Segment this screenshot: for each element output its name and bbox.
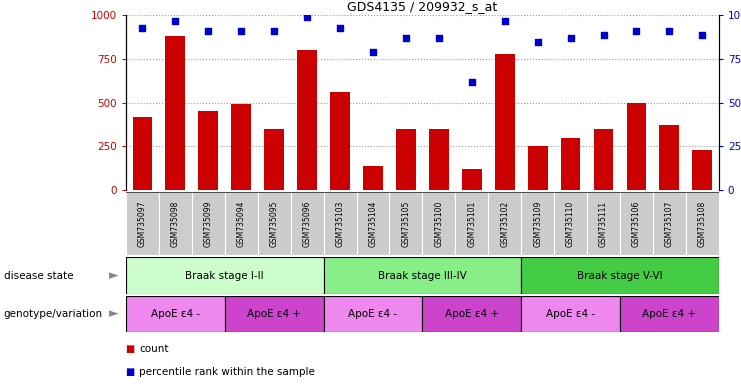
Bar xyxy=(126,296,225,332)
Text: GSM735096: GSM735096 xyxy=(302,200,312,247)
Text: GSM735098: GSM735098 xyxy=(171,200,180,247)
Text: GSM735100: GSM735100 xyxy=(434,200,443,247)
Text: GSM735097: GSM735097 xyxy=(138,200,147,247)
Text: ApoE ε4 -: ApoE ε4 - xyxy=(546,309,595,319)
Bar xyxy=(587,192,620,255)
Bar xyxy=(620,296,719,332)
Bar xyxy=(225,296,324,332)
Bar xyxy=(692,150,712,190)
Bar xyxy=(231,104,251,190)
Point xyxy=(202,28,214,34)
Text: GSM735104: GSM735104 xyxy=(368,200,377,247)
Bar xyxy=(495,54,514,190)
Bar xyxy=(521,296,620,332)
Bar xyxy=(324,192,356,255)
Bar xyxy=(324,257,521,294)
Text: ►: ► xyxy=(109,269,119,282)
Bar xyxy=(594,129,614,190)
Bar xyxy=(528,146,548,190)
Bar xyxy=(133,117,153,190)
Bar xyxy=(356,192,390,255)
Bar xyxy=(297,50,317,190)
Text: GSM735105: GSM735105 xyxy=(402,200,411,247)
Text: ►: ► xyxy=(109,308,119,320)
Bar xyxy=(521,257,719,294)
Bar xyxy=(429,129,449,190)
Bar xyxy=(165,36,185,190)
Text: ApoE ε4 -: ApoE ε4 - xyxy=(151,309,200,319)
Bar xyxy=(554,192,587,255)
Bar xyxy=(488,192,521,255)
Bar xyxy=(653,192,686,255)
Point xyxy=(433,35,445,41)
Point xyxy=(400,35,412,41)
Bar xyxy=(324,296,422,332)
Bar xyxy=(686,192,719,255)
Bar xyxy=(265,129,284,190)
Text: GSM735108: GSM735108 xyxy=(698,200,707,247)
Bar xyxy=(363,166,383,190)
Text: Braak stage V-VI: Braak stage V-VI xyxy=(577,270,662,281)
Point xyxy=(367,49,379,55)
Bar xyxy=(159,192,192,255)
Text: GSM735111: GSM735111 xyxy=(599,200,608,247)
Text: ApoE ε4 +: ApoE ε4 + xyxy=(247,309,301,319)
Bar xyxy=(462,169,482,190)
Text: ■: ■ xyxy=(126,367,139,377)
Bar xyxy=(422,296,521,332)
Bar xyxy=(126,192,159,255)
Bar xyxy=(455,192,488,255)
Bar xyxy=(225,192,258,255)
Bar xyxy=(390,192,422,255)
Text: ApoE ε4 +: ApoE ε4 + xyxy=(642,309,697,319)
Bar xyxy=(290,192,324,255)
Text: count: count xyxy=(139,344,169,354)
Text: genotype/variation: genotype/variation xyxy=(4,309,103,319)
Bar xyxy=(521,192,554,255)
Point xyxy=(170,18,182,24)
Text: GSM735110: GSM735110 xyxy=(566,200,575,247)
Text: GSM735094: GSM735094 xyxy=(236,200,246,247)
Point xyxy=(466,79,478,85)
Point xyxy=(236,28,247,34)
Bar xyxy=(192,192,225,255)
Bar xyxy=(620,192,653,255)
Bar xyxy=(126,257,324,294)
Bar xyxy=(561,138,580,190)
Point xyxy=(597,31,609,38)
Point xyxy=(499,18,511,24)
Point xyxy=(663,28,675,34)
Bar xyxy=(258,192,290,255)
Text: Braak stage I-II: Braak stage I-II xyxy=(185,270,264,281)
Text: ApoE ε4 +: ApoE ε4 + xyxy=(445,309,499,319)
Text: GSM735095: GSM735095 xyxy=(270,200,279,247)
Text: GSM735107: GSM735107 xyxy=(665,200,674,247)
Point xyxy=(697,31,708,38)
Text: GSM735102: GSM735102 xyxy=(500,200,509,247)
Text: percentile rank within the sample: percentile rank within the sample xyxy=(139,367,315,377)
Bar xyxy=(422,192,455,255)
Text: GSM735099: GSM735099 xyxy=(204,200,213,247)
Point xyxy=(301,14,313,20)
Point xyxy=(532,38,544,45)
Point xyxy=(631,28,642,34)
Bar xyxy=(659,126,679,190)
Text: GSM735106: GSM735106 xyxy=(632,200,641,247)
Text: GSM735103: GSM735103 xyxy=(336,200,345,247)
Bar xyxy=(627,103,646,190)
Bar xyxy=(199,111,218,190)
Text: GSM735109: GSM735109 xyxy=(533,200,542,247)
Text: Braak stage III-IV: Braak stage III-IV xyxy=(378,270,467,281)
Text: disease state: disease state xyxy=(4,270,73,281)
Text: GSM735101: GSM735101 xyxy=(468,200,476,247)
Title: GDS4135 / 209932_s_at: GDS4135 / 209932_s_at xyxy=(348,0,497,13)
Point xyxy=(334,25,346,31)
Point xyxy=(565,35,576,41)
Point xyxy=(268,28,280,34)
Text: ApoE ε4 -: ApoE ε4 - xyxy=(348,309,397,319)
Point xyxy=(136,25,148,31)
Text: ■: ■ xyxy=(126,344,139,354)
Bar xyxy=(396,129,416,190)
Bar xyxy=(330,92,350,190)
